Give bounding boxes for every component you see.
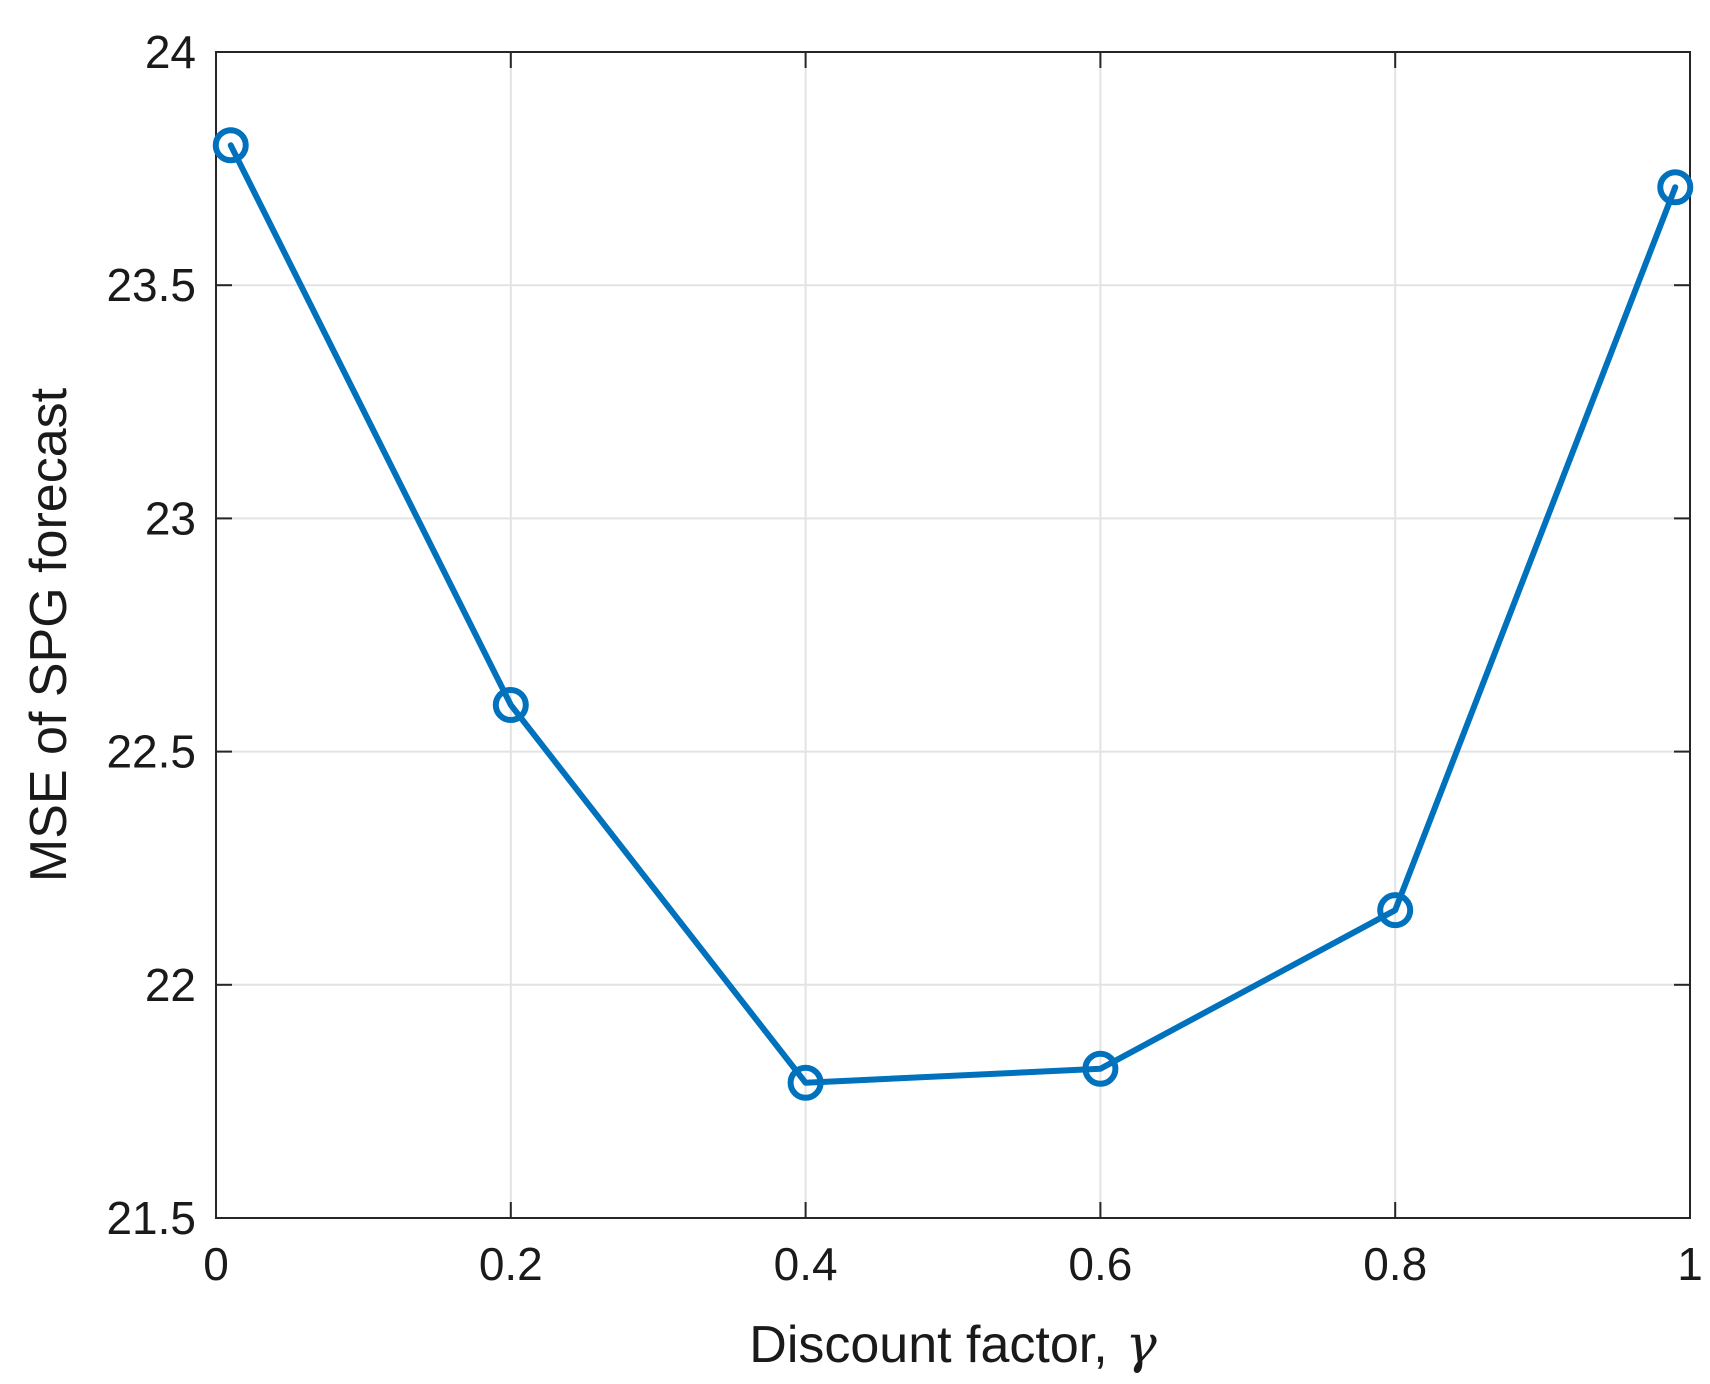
x-tick-label: 0 [203,1238,229,1290]
data-point-marker [492,686,529,723]
y-axis-label: MSE of SPG forecast [20,387,78,882]
x-tick-label: 0.6 [1068,1238,1132,1290]
series-line [227,142,1679,1086]
x-tick-label: 0.4 [774,1238,838,1290]
y-tick-label: 24 [145,26,196,78]
x-tick-labels: 0 0.2 0.4 0.6 0.8 1 [203,1238,1703,1290]
y-tick-label: 22 [145,959,196,1011]
data-point-marker [1082,1050,1119,1087]
plot-background [216,52,1690,1218]
grid-lines [216,52,1690,1218]
data-point-marker [212,127,249,164]
plot-frame [215,51,1691,1219]
x-tick-label: 0.2 [479,1238,543,1290]
y-tick-label: 21.5 [106,1192,196,1244]
y-tick-label: 23 [145,492,196,544]
y-tick-labels: 21.5 22 22.5 23 23.5 24 [106,26,196,1244]
data-point-marker [1377,892,1414,929]
data-point-marker [787,1064,824,1101]
x-axis-label: Discount factor, γ [749,1315,1157,1375]
x-tick-label: 1 [1677,1238,1703,1290]
data-point-marker [1657,169,1694,206]
axis-ticks [215,51,1691,1219]
y-tick-label: 22.5 [106,726,196,778]
x-tick-label: 0.8 [1363,1238,1427,1290]
y-tick-label: 23.5 [106,259,196,311]
series-group [212,127,1694,1101]
